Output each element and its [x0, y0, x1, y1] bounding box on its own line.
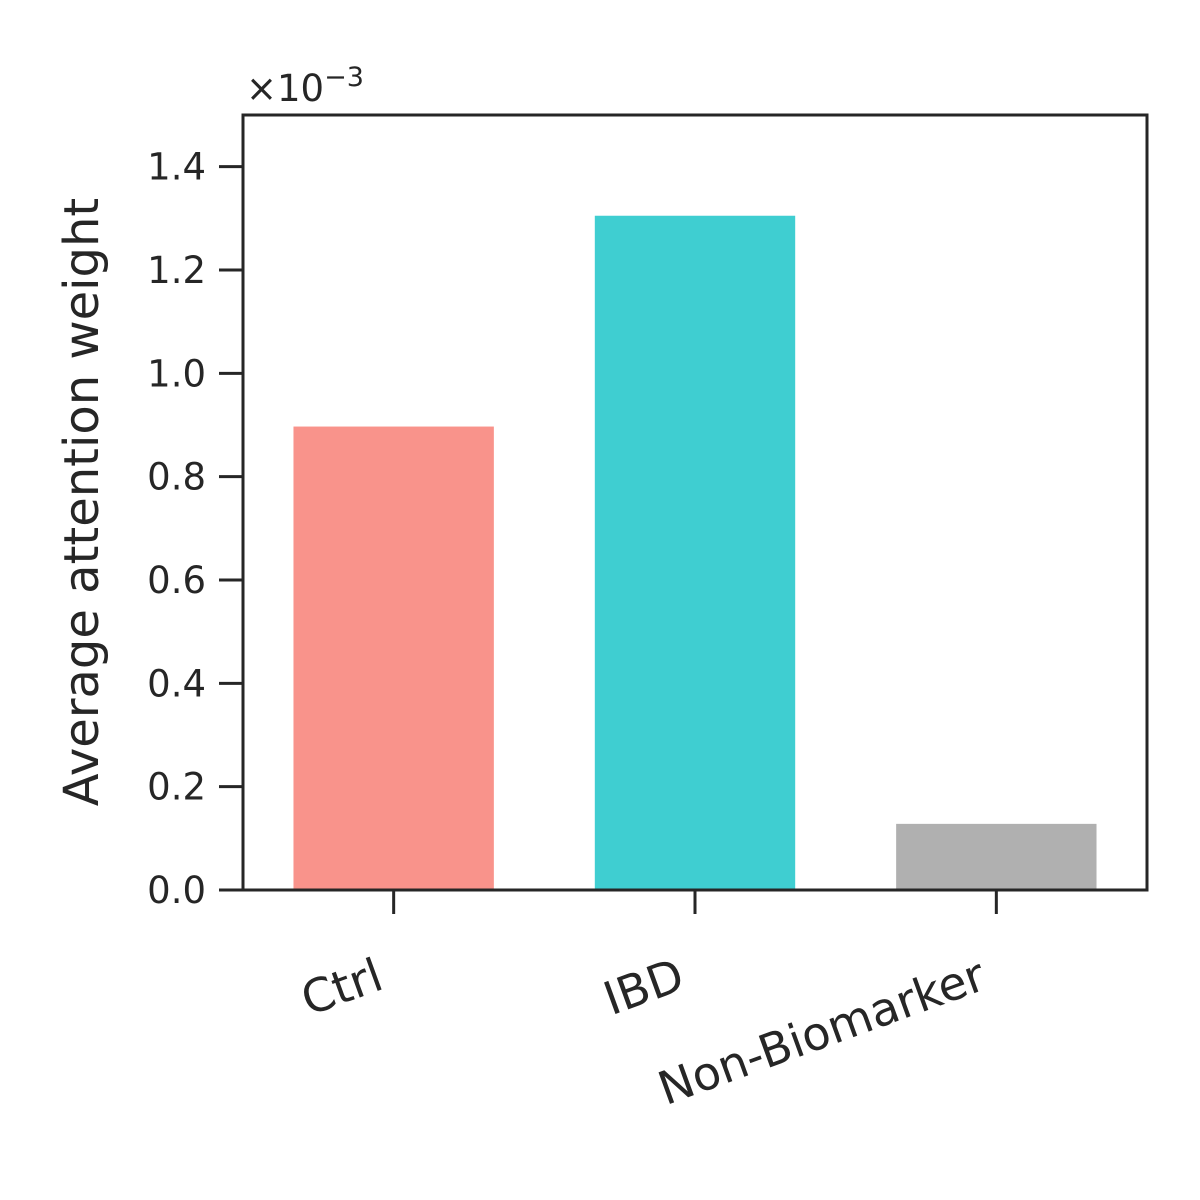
y-tick-label: 1.0	[147, 352, 206, 395]
offset-base: ×10	[246, 67, 324, 110]
plot-frame	[241, 113, 1149, 892]
axis-offset-label: ×10−3	[246, 62, 364, 110]
y-tick-label: 0.8	[147, 456, 206, 499]
y-axis-label: Average attention weight	[54, 198, 110, 806]
bar-ibd	[594, 215, 796, 890]
bar-non-biomarker	[896, 823, 1097, 890]
bar-ctrl	[293, 426, 494, 890]
y-tick-label: 1.4	[147, 146, 206, 189]
y-axis-ticks: 0.0 0.2 0.4 0.6 0.8 1.0 1.2 1.4	[147, 146, 243, 912]
y-tick-label: 0.2	[147, 766, 206, 809]
y-tick-label: 0.0	[147, 869, 206, 912]
x-tick-label-non-biomarker: Non-Biomarker	[651, 948, 992, 1116]
y-tick-label: 1.2	[147, 249, 206, 292]
offset-exponent: −3	[324, 62, 364, 93]
x-tick-label-ctrl: Ctrl	[294, 948, 389, 1027]
bars-group	[293, 215, 1097, 890]
y-tick-label: 0.6	[147, 559, 206, 602]
x-tick-label-ibd: IBD	[597, 948, 691, 1026]
y-tick-label: 0.4	[147, 662, 206, 705]
